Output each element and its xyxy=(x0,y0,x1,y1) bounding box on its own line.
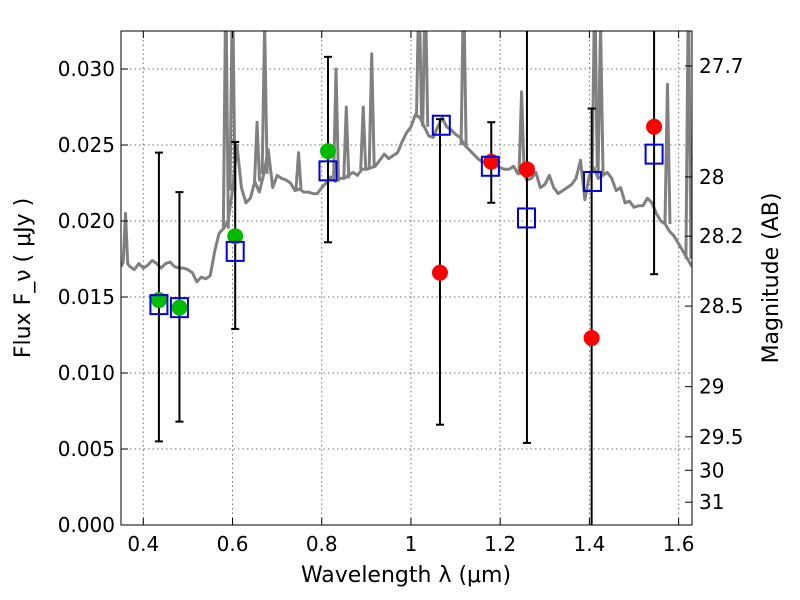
emission-line-spike xyxy=(590,31,599,168)
y-tick-label: 0.000 xyxy=(58,513,115,537)
emission-line-spike xyxy=(367,52,376,168)
emission-line-spike xyxy=(596,31,605,176)
model-photometry-square xyxy=(516,207,536,229)
y-tick-label: 0.005 xyxy=(58,437,115,461)
emission-line-spike xyxy=(359,105,368,170)
x-tick-label: 1 xyxy=(405,532,418,556)
y2-tick-label: 27.7 xyxy=(699,54,744,78)
emission-line-spike xyxy=(228,31,237,191)
model-photometry-square xyxy=(431,114,451,136)
emission-line-spike xyxy=(459,31,468,146)
emission-line-spike xyxy=(684,31,692,260)
y2-tick-label: 28 xyxy=(699,165,724,189)
observed-point-green xyxy=(227,228,244,245)
observed-point-green xyxy=(319,143,336,160)
x-tick-label: 1.2 xyxy=(484,532,516,556)
model-photometry-square xyxy=(644,143,664,165)
observed-point-red xyxy=(518,161,535,178)
x-tick-label: 1.6 xyxy=(663,532,695,556)
y-tick-label: 0.030 xyxy=(58,57,115,81)
model-photometry-square xyxy=(583,170,603,192)
x-axis-label: Wavelength λ (μm) xyxy=(301,563,511,588)
y-tick-label: 0.015 xyxy=(58,285,115,309)
plot-frame xyxy=(120,30,693,526)
emission-line-spike xyxy=(221,31,230,229)
x-tick-label: 0.6 xyxy=(217,532,249,556)
emission-line-spike xyxy=(663,82,672,225)
emission-line-spike xyxy=(253,120,262,182)
y2-tick-label: 28.2 xyxy=(699,224,744,248)
model-photometry-square xyxy=(318,160,338,182)
emission-line-spike xyxy=(342,105,351,179)
y2-tick-label: 28.5 xyxy=(699,294,744,318)
observed-point-red xyxy=(431,264,448,281)
model-photometry-square xyxy=(169,297,189,319)
model-photometry-square xyxy=(480,155,500,177)
emission-line-spike xyxy=(414,31,423,118)
emission-line-spike xyxy=(294,151,303,190)
observed-point-green xyxy=(171,299,188,316)
model-photometry-square xyxy=(149,294,169,316)
model-photometry-square xyxy=(225,240,245,262)
emission-line-spike xyxy=(517,90,526,173)
ticks xyxy=(121,31,692,526)
emission-line-spike xyxy=(421,31,430,127)
y-axis-label: Flux F_ν ( μJy ) xyxy=(11,198,36,358)
emission-line-spike xyxy=(260,31,269,174)
y2-tick-label: 29 xyxy=(699,375,724,399)
y-tick-label: 0.010 xyxy=(58,361,115,385)
y2-tick-label: 31 xyxy=(699,490,724,514)
observed-point-red xyxy=(646,118,663,135)
x-tick-label: 1.4 xyxy=(573,532,605,556)
x-tick-label: 0.4 xyxy=(127,532,159,556)
x-tick-label: 0.8 xyxy=(306,532,338,556)
y-tick-label: 0.025 xyxy=(58,133,115,157)
tick-labels: 0.4 0.6 0.8 1 1.2 1.4 1.6 0.000 0.005 0.010 0.015 0… xyxy=(58,54,744,556)
y2-tick-label: 30 xyxy=(699,458,724,482)
observed-point-red xyxy=(583,330,600,347)
markers xyxy=(149,114,664,347)
y-tick-label: 0.020 xyxy=(58,209,115,233)
y2-axis-label: Magnitude (AB) xyxy=(759,193,784,364)
emission-line-spike xyxy=(332,67,341,182)
y2-tick-label: 29.5 xyxy=(699,425,744,449)
